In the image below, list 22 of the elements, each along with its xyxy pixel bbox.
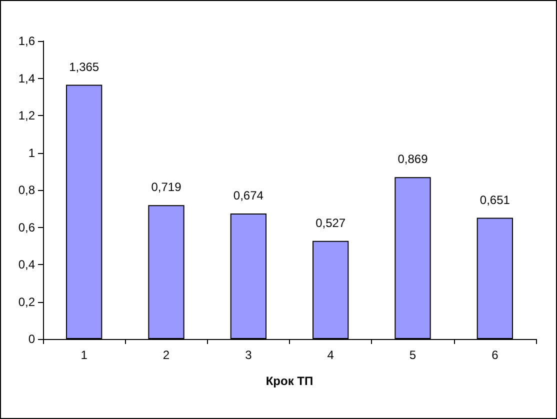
y-tick-label: 0,4 <box>18 258 36 272</box>
y-tick-label: 1,4 <box>18 71 36 86</box>
x-axis-title: Крок ТП <box>266 374 314 388</box>
x-tick-label: 3 <box>245 348 252 362</box>
y-tick-label: 0 <box>28 332 36 346</box>
y-tick-label: 1 <box>28 146 36 160</box>
y-tick-label: 0,8 <box>18 183 36 197</box>
data-label: 0,674 <box>233 188 264 202</box>
data-label: 0,527 <box>316 216 346 230</box>
y-tick-label: 1,2 <box>18 108 36 122</box>
data-label: 0,719 <box>151 180 182 194</box>
x-tick-label: 4 <box>327 348 334 362</box>
x-tick-label: 2 <box>162 348 170 362</box>
data-label: 1,365 <box>69 60 100 74</box>
y-tick-label: 1,6 <box>18 34 36 48</box>
y-tick-label: 0,6 <box>18 220 36 234</box>
x-tick-label: 6 <box>492 348 499 362</box>
x-tick-label: 1 <box>80 348 88 362</box>
data-label: 0,869 <box>398 152 428 166</box>
x-tick-label: 5 <box>409 348 416 362</box>
data-label: 0,651 <box>480 192 510 207</box>
y-tick-label: 0,2 <box>18 294 36 309</box>
